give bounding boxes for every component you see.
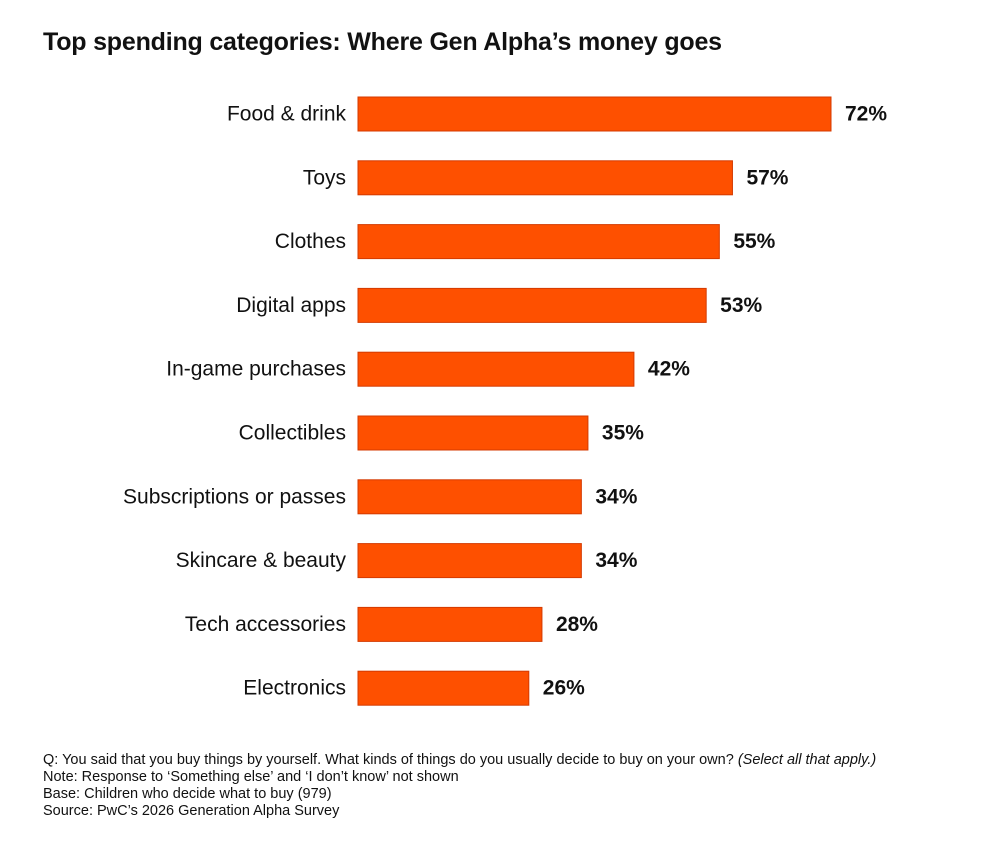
category-label: Subscriptions or passes	[123, 485, 346, 508]
category-label: Toys	[303, 166, 346, 189]
value-label: 26%	[543, 677, 585, 700]
source-text: Source: PwC’s 2026 Generation Alpha Surv…	[43, 803, 340, 819]
question-hint: (Select all that apply.)	[737, 752, 877, 768]
bar	[357, 415, 589, 451]
chart-footnotes: Q: You said that you buy things by yours…	[43, 752, 876, 820]
bar	[357, 479, 582, 515]
value-label: 57%	[746, 166, 788, 189]
category-label: Clothes	[275, 230, 346, 253]
value-label: 72%	[845, 103, 887, 126]
value-label: 42%	[648, 358, 690, 381]
category-label: In-game purchases	[166, 358, 346, 381]
category-label: Electronics	[243, 677, 346, 700]
bar	[357, 160, 733, 196]
bar-chart: Food & drink 72% Toys 57% Clothes 55% Digital …	[123, 96, 887, 706]
category-label: Digital apps	[236, 294, 346, 317]
survey-question: Q: You said that you buy things by yours…	[43, 752, 876, 769]
value-label: 28%	[556, 613, 598, 636]
bar	[357, 287, 707, 323]
bar	[357, 543, 582, 579]
value-label: 34%	[595, 549, 637, 572]
base-text: Base: Children who decide what to buy (9…	[43, 786, 332, 802]
category-label: Tech accessories	[185, 613, 346, 636]
question-text: Q: You said that you buy things by yours…	[43, 752, 734, 768]
bar	[357, 351, 635, 387]
value-label: 35%	[602, 422, 644, 445]
bar	[357, 96, 832, 132]
value-label: 53%	[720, 294, 762, 317]
category-label: Food & drink	[227, 103, 347, 126]
bar	[357, 606, 543, 642]
value-label: 55%	[733, 230, 775, 253]
note-text: Note: Response to ‘Something else’ and ‘…	[43, 769, 459, 785]
chart-title: Top spending categories: Where Gen Alpha…	[43, 28, 722, 56]
bar	[357, 670, 530, 706]
category-label: Skincare & beauty	[176, 549, 347, 572]
bar	[357, 224, 720, 260]
category-label: Collectibles	[239, 422, 346, 445]
value-label: 34%	[595, 485, 637, 508]
